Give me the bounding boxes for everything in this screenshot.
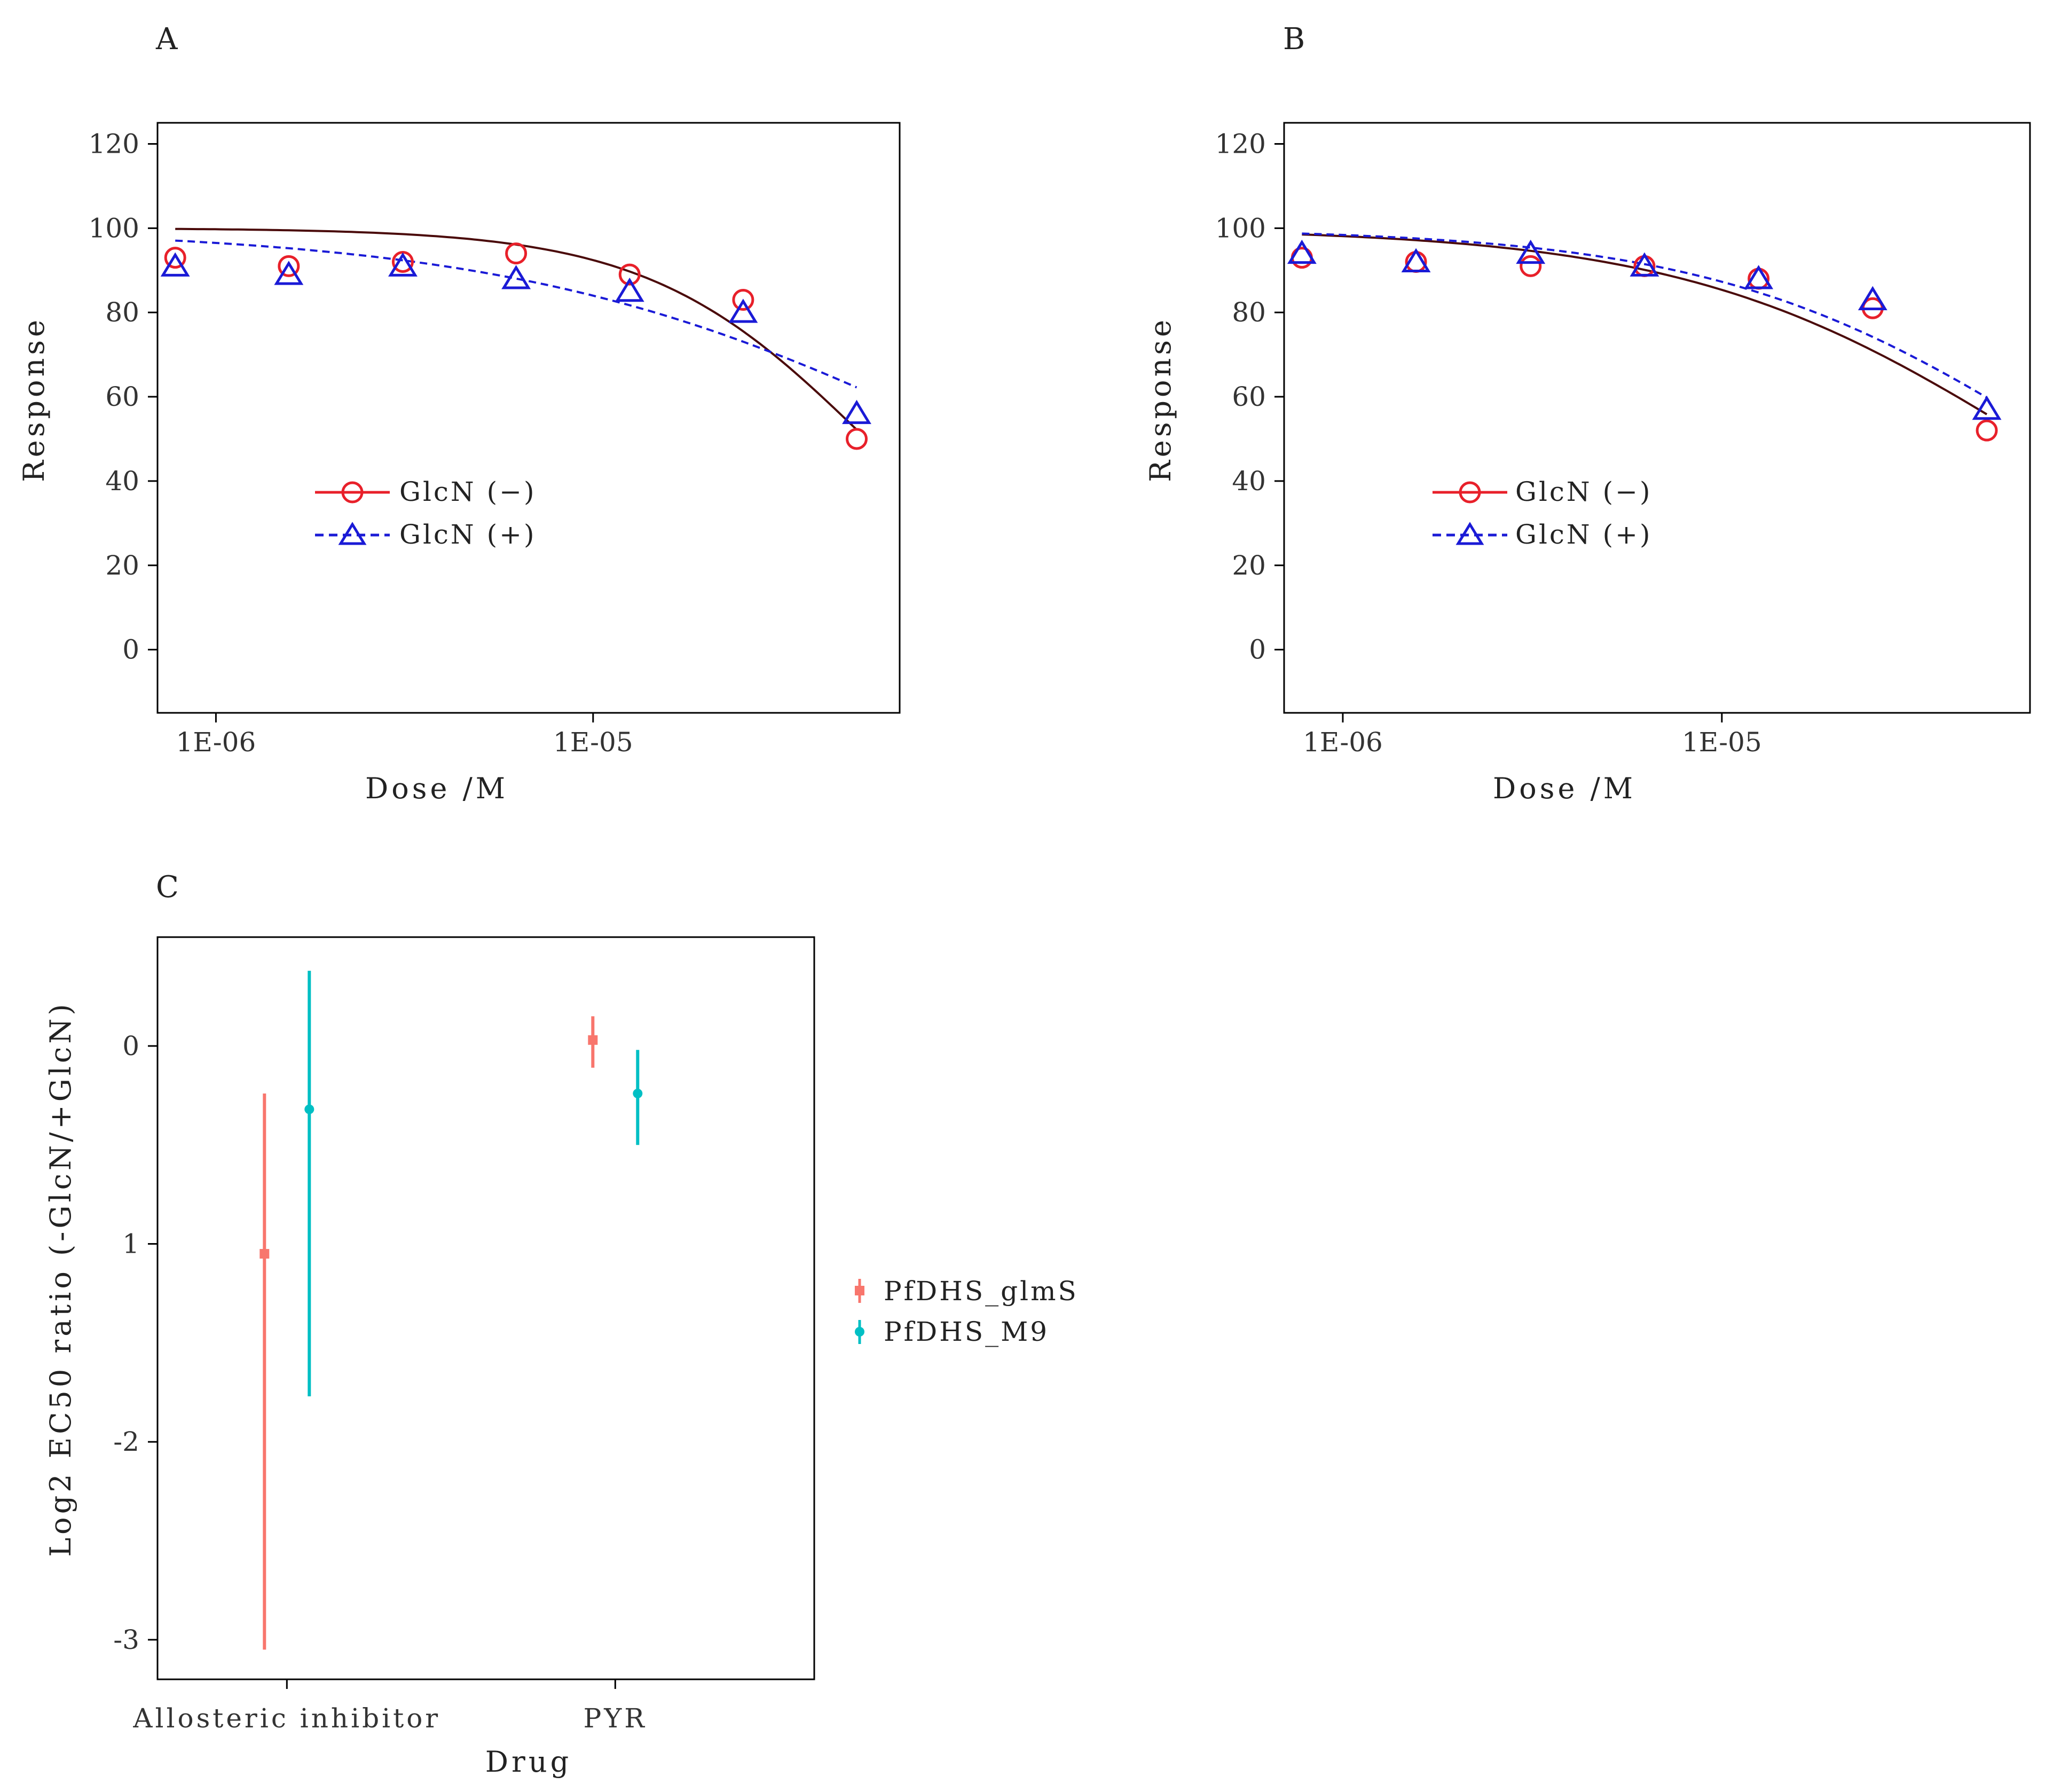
fit-curve-glcn-plus xyxy=(1302,232,1988,399)
data-point-triangle xyxy=(160,252,190,277)
x-tick-label: Allosteric inhibitor xyxy=(132,1703,440,1734)
legend-c-label-m9: PfDHS_M9 xyxy=(884,1316,1049,1347)
data-point-circle xyxy=(846,428,868,450)
data-point-triangle xyxy=(1858,286,1887,310)
legend-a-label-glcn-plus: GlcN (+) xyxy=(399,519,537,550)
data-point-triangle xyxy=(501,265,531,289)
panel-a-legend: GlcN (−) GlcN (+) xyxy=(315,476,537,550)
data-point-triangle xyxy=(274,261,304,285)
data-point-triangle xyxy=(1630,252,1659,277)
panel-b-data-points xyxy=(1287,239,2002,442)
legend-a-marker-glcn-plus xyxy=(338,522,367,545)
x-tick-label: 1E-06 xyxy=(1303,727,1383,758)
panel-b-fit-curves xyxy=(1302,232,1988,415)
data-point-triangle xyxy=(388,252,418,277)
point-glmS xyxy=(259,1249,270,1259)
panel-c-legend: PfDHS_glmS PfDHS_M9 xyxy=(855,1276,1079,1347)
panel-b-legend: GlcN (−) GlcN (+) xyxy=(1433,476,1652,550)
legend-c-marker-m9 xyxy=(855,1327,864,1337)
y-tick-label: 40 xyxy=(105,466,139,497)
fit-curve-glcn-plus xyxy=(175,239,857,389)
panel-a-data-points xyxy=(160,242,871,450)
fit-curve-glcn-minus xyxy=(1302,233,1988,415)
data-point-triangle xyxy=(1287,239,1317,264)
y-tick-label: 120 xyxy=(1215,128,1266,159)
legend-c-label-glmS: PfDHS_glmS xyxy=(884,1276,1079,1307)
panel-b-y-axis-title: Response xyxy=(1144,317,1177,482)
legend-b-label-glcn-minus: GlcN (−) xyxy=(1515,476,1652,507)
y-tick-label: 20 xyxy=(1232,550,1266,581)
data-point-triangle xyxy=(1516,239,1546,264)
panel-a: A 0 20 40 60 80 100 120 1E-06 1E-05 Dose /M Resp… xyxy=(17,22,901,805)
panel-c-y-axis-title: Log2 EC50 ratio (-GlcN/+GlcN) xyxy=(44,1001,77,1557)
y-tick-label: -2 xyxy=(113,1426,139,1457)
y-tick-label: 1 xyxy=(122,1229,139,1260)
y-tick-label: 0 xyxy=(122,634,139,665)
data-point-circle xyxy=(505,242,528,265)
panel-b-plot-frame xyxy=(1283,122,2031,714)
data-point-triangle xyxy=(842,399,871,425)
legend-b-marker-glcn-minus xyxy=(1459,481,1481,504)
point-m9 xyxy=(633,1088,643,1098)
data-point-circle xyxy=(1520,255,1542,277)
y-tick-label: 60 xyxy=(105,381,139,412)
data-point-circle xyxy=(732,289,754,311)
x-tick-label: PYR xyxy=(584,1703,647,1734)
panel-b-label: B xyxy=(1283,22,1305,57)
data-point-circle xyxy=(1976,419,1998,442)
fit-curve-glcn-minus xyxy=(175,227,857,431)
y-tick-label: 0 xyxy=(122,1031,139,1062)
data-point-triangle xyxy=(615,277,644,302)
y-tick-label: 80 xyxy=(105,297,139,328)
panel-c-error-bars xyxy=(259,971,643,1650)
data-point-circle xyxy=(391,250,414,273)
data-point-triangle xyxy=(1401,248,1431,272)
x-tick-label: 1E-05 xyxy=(553,727,633,758)
panel-a-label: A xyxy=(155,22,178,57)
legend-b-label-glcn-plus: GlcN (+) xyxy=(1515,519,1652,550)
panel-c-x-axis-title: Drug xyxy=(485,1745,572,1779)
data-point-circle xyxy=(618,263,641,286)
y-tick-label: 0 xyxy=(1249,634,1266,665)
panel-c-plot-frame xyxy=(156,936,815,1680)
legend-b-marker-glcn-plus xyxy=(1455,522,1484,545)
data-point-triangle xyxy=(1972,395,2002,420)
y-tick-label: 60 xyxy=(1232,381,1266,412)
point-glmS xyxy=(588,1035,598,1045)
data-point-circle xyxy=(164,247,186,269)
x-tick-label: 1E-05 xyxy=(1682,727,1762,758)
y-tick-label: 80 xyxy=(1232,297,1266,328)
y-tick-label: 40 xyxy=(1232,466,1266,497)
y-tick-label: 100 xyxy=(1215,213,1266,243)
panel-a-plot-frame xyxy=(156,122,901,714)
x-tick-label: 1E-06 xyxy=(176,727,256,758)
legend-c-marker-glmS xyxy=(855,1286,864,1295)
panel-b: B 0 20 40 60 80 100 120 1E-06 1E-05 Dose /M Resp… xyxy=(1144,22,2031,805)
panel-c: C 0 1 -2 -3 Allosteric inhibitor PYR Drug Log… xyxy=(44,870,1079,1779)
y-tick-label: 100 xyxy=(89,213,139,243)
data-point-triangle xyxy=(728,298,758,323)
legend-a-marker-glcn-minus xyxy=(341,481,364,504)
legend-a-label-glcn-minus: GlcN (−) xyxy=(399,476,537,507)
panel-b-axes: 0 20 40 60 80 100 120 1E-06 1E-05 xyxy=(1215,128,1762,758)
panel-a-x-axis-title: Dose /M xyxy=(365,772,508,805)
panel-c-label: C xyxy=(156,870,179,905)
y-tick-label: -3 xyxy=(113,1624,139,1655)
panel-a-y-axis-title: Response xyxy=(17,317,51,482)
panel-a-fit-curves xyxy=(175,227,857,431)
point-m9 xyxy=(304,1104,314,1114)
data-point-triangle xyxy=(1744,265,1774,289)
y-tick-label: 20 xyxy=(105,550,139,581)
panel-a-axes: 0 20 40 60 80 100 120 1E-06 1E-05 xyxy=(89,128,633,758)
y-tick-label: 120 xyxy=(89,128,139,159)
data-point-circle xyxy=(278,255,300,277)
panel-b-x-axis-title: Dose /M xyxy=(1493,772,1636,805)
panel-c-axes: 0 1 -2 -3 Allosteric inhibitor PYR xyxy=(113,1031,647,1734)
